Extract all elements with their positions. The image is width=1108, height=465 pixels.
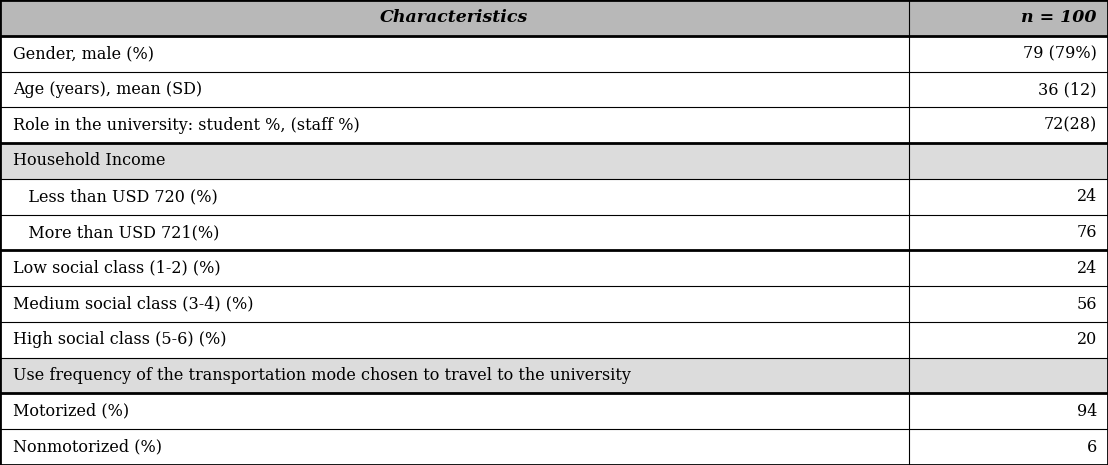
Text: Motorized (%): Motorized (%)	[13, 403, 130, 420]
Text: Low social class (1-2) (%): Low social class (1-2) (%)	[13, 260, 220, 277]
Text: Role in the university: student %, (staff %): Role in the university: student %, (staf…	[13, 117, 360, 134]
Text: 79 (79%): 79 (79%)	[1023, 45, 1097, 62]
Bar	[0, 179, 909, 215]
Bar	[909, 72, 1108, 107]
Text: Household Income: Household Income	[13, 153, 166, 169]
Bar	[0, 0, 909, 36]
Text: More than USD 721(%): More than USD 721(%)	[13, 224, 219, 241]
Bar	[909, 322, 1108, 358]
Bar	[909, 358, 1108, 393]
Text: High social class (5-6) (%): High social class (5-6) (%)	[13, 331, 227, 348]
Bar	[0, 286, 909, 322]
Bar	[0, 143, 909, 179]
Bar	[0, 429, 909, 465]
Text: 24: 24	[1077, 188, 1097, 205]
Bar	[909, 107, 1108, 143]
Bar	[0, 107, 909, 143]
Text: 94: 94	[1077, 403, 1097, 420]
Text: Age (years), mean (SD): Age (years), mean (SD)	[13, 81, 203, 98]
Bar	[909, 36, 1108, 72]
Bar	[909, 429, 1108, 465]
Bar	[909, 143, 1108, 179]
Bar	[909, 286, 1108, 322]
Text: 72(28): 72(28)	[1044, 117, 1097, 134]
Text: 36 (12): 36 (12)	[1038, 81, 1097, 98]
Text: 6: 6	[1087, 438, 1097, 456]
Text: 24: 24	[1077, 260, 1097, 277]
Bar	[0, 322, 909, 358]
Bar	[909, 250, 1108, 286]
Bar	[0, 358, 909, 393]
Bar	[0, 250, 909, 286]
Bar	[0, 72, 909, 107]
Bar	[909, 0, 1108, 36]
Text: Characteristics: Characteristics	[380, 9, 529, 27]
Text: n = 100: n = 100	[1022, 9, 1097, 27]
Text: Medium social class (3-4) (%): Medium social class (3-4) (%)	[13, 296, 254, 312]
Text: Nonmotorized (%): Nonmotorized (%)	[13, 438, 162, 456]
Bar	[909, 393, 1108, 429]
Text: 56: 56	[1076, 296, 1097, 312]
Bar	[0, 215, 909, 250]
Text: 76: 76	[1076, 224, 1097, 241]
Bar	[0, 393, 909, 429]
Bar	[0, 36, 909, 72]
Text: Gender, male (%): Gender, male (%)	[13, 45, 154, 62]
Bar	[909, 215, 1108, 250]
Text: Less than USD 720 (%): Less than USD 720 (%)	[13, 188, 218, 205]
Text: 20: 20	[1077, 331, 1097, 348]
Text: Use frequency of the transportation mode chosen to travel to the university: Use frequency of the transportation mode…	[13, 367, 632, 384]
Bar	[909, 179, 1108, 215]
